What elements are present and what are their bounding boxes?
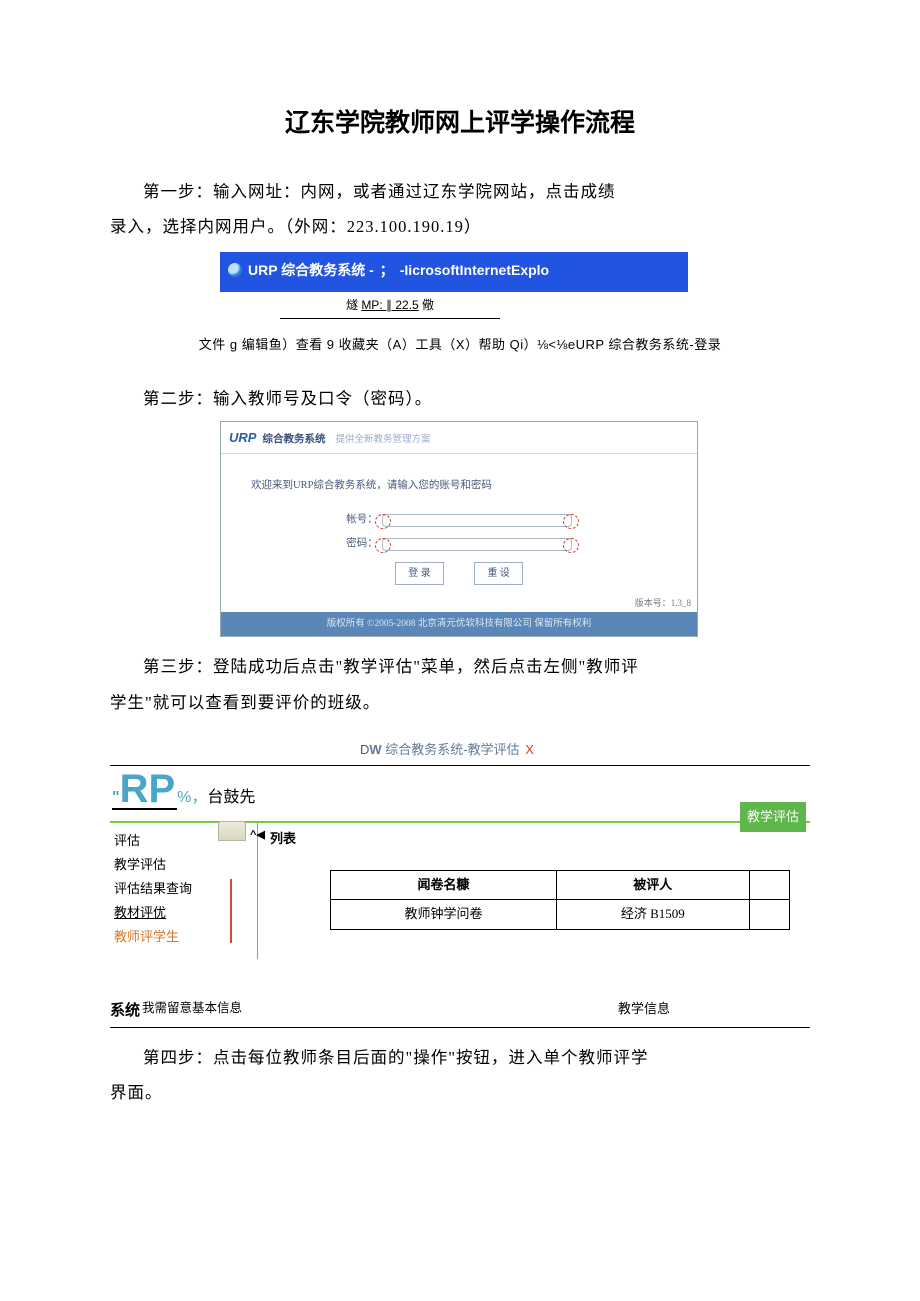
step1-text: 第一步：输入网址：内网，或者通过辽东学院网站，点击成绩 — [110, 176, 810, 207]
label-user: 帐号： — [346, 510, 378, 530]
browser-tab: DW 综合教务系统-教学评估 X — [360, 738, 810, 763]
label-pass: 密码： — [346, 534, 378, 554]
eval-table: 闻卷名糠 被评人 教师钟学问卷 经济 B1509 — [330, 870, 790, 930]
tab-handle — [218, 821, 246, 841]
sidebar-item[interactable]: 评估结果查询 — [114, 877, 253, 901]
sidebar-item[interactable]: 教学评估 — [114, 853, 253, 877]
banner-right: -IicrosoftInternetExplo — [400, 257, 549, 284]
banner-sep: ； — [380, 257, 394, 284]
btn-login[interactable]: 登 录 — [395, 562, 444, 585]
bottom-nav-line: 系统我需留意基本信息 教学信息 — [110, 997, 810, 1028]
urp-login-screenshot: URP 综合教务系统 提供全新教务管理方案 欢迎来到URP综合教务系统，请输入您… — [220, 421, 698, 638]
banner-left: URP 综合教务系统 - — [248, 257, 374, 284]
td: 经济 B1509 — [557, 900, 750, 930]
urp-version: 版本号：1.3_8 — [221, 593, 697, 612]
eval-system-screenshot: "RP%，台鼓先 教学评估 ^◀ 评估 教学评估 评估结果查询 教材评优 教师评… — [110, 765, 810, 960]
step1-text-2: 录入，选择内网用户。（外网：223.100.190.19） — [110, 211, 810, 242]
urp-logo: URP — [229, 426, 256, 451]
list-label: 列表 — [270, 831, 296, 846]
step3-text-a: 第三步：登陆成功后点击"教学评估"菜单，然后点击左侧"教师评 — [110, 651, 810, 682]
red-bracket — [230, 879, 232, 943]
input-pass[interactable] — [382, 538, 572, 551]
urp-welcome: 欢迎来到URP综合教务系统，请输入您的账号和密码 — [251, 476, 667, 496]
input-user[interactable] — [382, 514, 572, 527]
btn-reset[interactable]: 重 设 — [474, 562, 523, 585]
td — [749, 900, 789, 930]
step3-text-b: 学生"就可以查看到要评价的班级。 — [110, 687, 810, 718]
step4-text-b: 界面。 — [110, 1077, 810, 1108]
address-cell: 燧 MP: ∥ 22.5 儆 — [280, 292, 500, 319]
urp-slogan: 提供全新教务管理方案 — [335, 431, 430, 449]
th — [749, 870, 789, 900]
td: 教师钟学问卷 — [331, 900, 557, 930]
step2-text: 第二步：输入教师号及口令（密码）。 — [110, 383, 810, 414]
sidebar: ^◀ 评估 教学评估 评估结果查询 教材评优 教师评学生 — [110, 823, 258, 959]
chevron-icon: ^◀ — [250, 825, 265, 845]
eval-badge[interactable]: 教学评估 — [740, 802, 806, 833]
step4-text-a: 第四步：点击每位教师条目后面的"操作"按钮，进入单个教师评学 — [110, 1042, 810, 1073]
urp-footer: 版权所有 ©2005-2008 北京清元优软科技有限公司 保留所有权利 — [221, 612, 697, 636]
sidebar-item-active[interactable]: 教师评学生 — [114, 925, 253, 949]
th: 被评人 — [557, 870, 750, 900]
ie-menu-line: 文件 g 编辑鱼）查看 9 收藏夹（A）工具（X）帮助 Qi）⅛<⅛eURP 综… — [110, 333, 810, 358]
sidebar-item[interactable]: 教材评优 — [114, 901, 253, 925]
th: 闻卷名糠 — [331, 870, 557, 900]
globe-icon — [228, 263, 242, 277]
doc-title: 辽东学院教师网上评学操作流程 — [110, 100, 810, 148]
urp-sys: 综合教务系统 — [262, 430, 325, 450]
ie-titlebar-screenshot: URP 综合教务系统 - ； -IicrosoftInternetExplo 燧… — [220, 252, 688, 318]
